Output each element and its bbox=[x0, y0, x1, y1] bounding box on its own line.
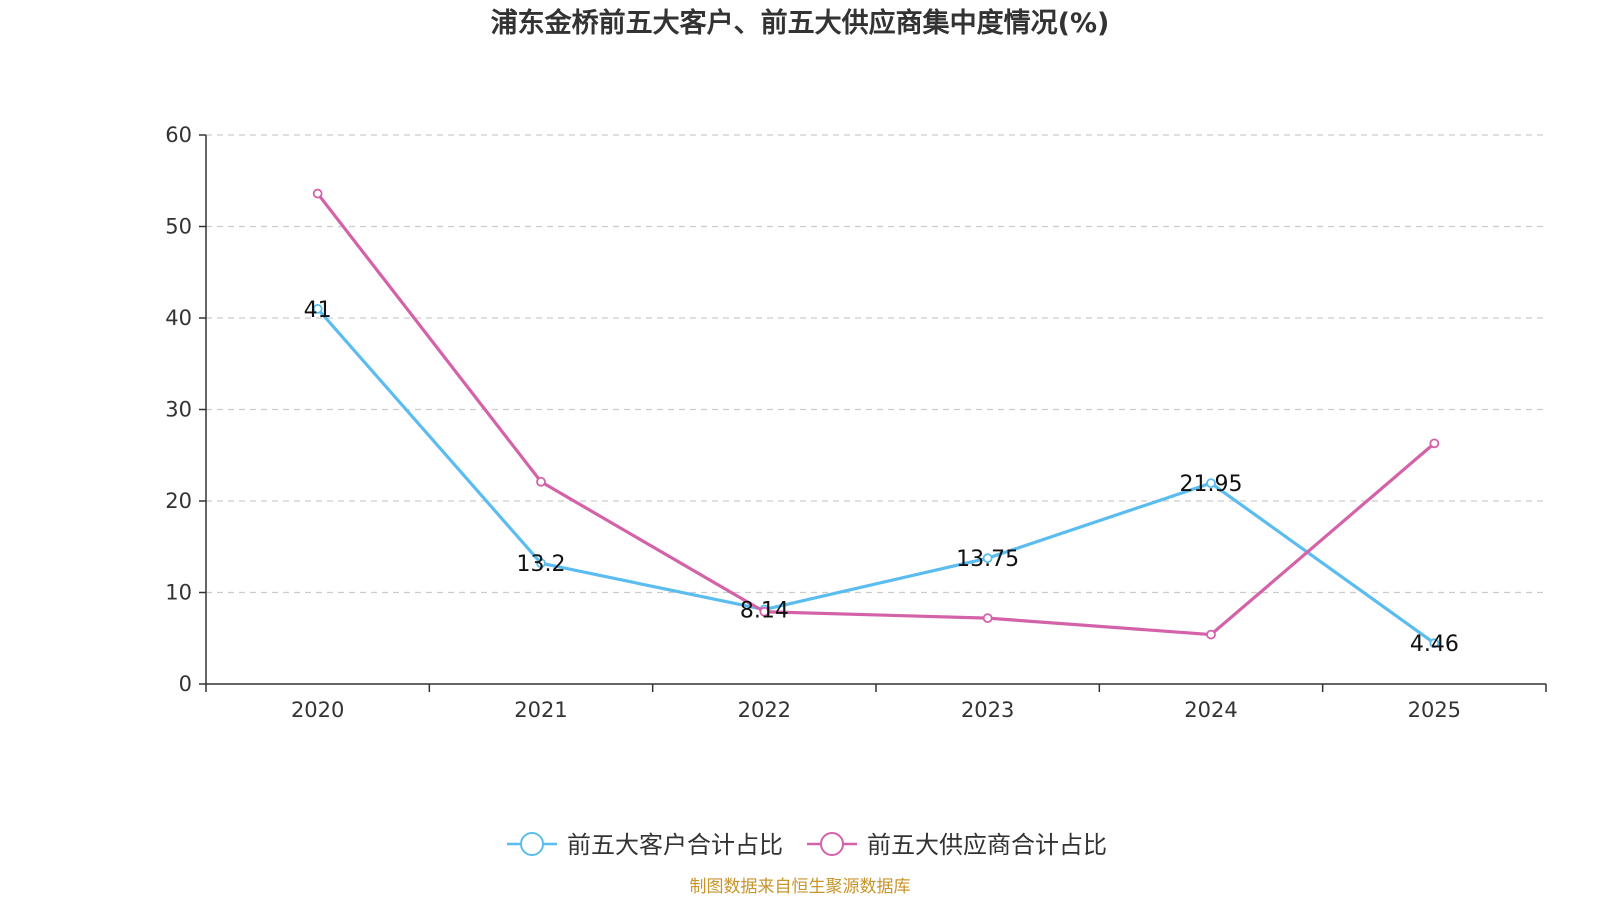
data-point[interactable] bbox=[1206, 478, 1216, 489]
data-point[interactable] bbox=[536, 558, 546, 569]
data-point[interactable] bbox=[982, 553, 993, 564]
data-point[interactable] bbox=[536, 476, 546, 487]
axes: 0 10 20 30 40 50 60 2020 2021 2022 2023 2024 2025 bbox=[165, 123, 1547, 722]
legend-item-2[interactable]: 前五大供应商合计占比 bbox=[807, 831, 1107, 859]
series-line bbox=[316, 307, 1436, 645]
x-tick-label: 2020 bbox=[291, 698, 344, 722]
y-tick-label: 50 bbox=[165, 215, 192, 239]
data-point[interactable] bbox=[1429, 438, 1440, 449]
data-labels: 41 13.2 8.14 13.75 21.95 4.46 bbox=[304, 298, 1459, 657]
y-tick-label: 0 bbox=[179, 672, 192, 696]
data-label: 13.75 bbox=[956, 547, 1019, 572]
data-point[interactable] bbox=[1206, 629, 1216, 640]
x-tick-label: 2022 bbox=[738, 698, 791, 722]
data-point[interactable] bbox=[982, 613, 993, 624]
grid-lines bbox=[206, 134, 1546, 594]
y-tick-label: 10 bbox=[165, 581, 192, 605]
legend[interactable]: 前五大客户合计占比 前五大供应商合计占比 bbox=[507, 831, 1107, 859]
y-tick-label: 20 bbox=[165, 489, 192, 513]
data-point[interactable] bbox=[312, 303, 323, 314]
x-tick-label: 2023 bbox=[961, 698, 1014, 722]
y-tick-label: 40 bbox=[165, 306, 192, 330]
legend-marker bbox=[820, 832, 844, 856]
series-layer bbox=[312, 188, 1440, 649]
y-tick-label: 30 bbox=[165, 398, 192, 422]
data-point[interactable] bbox=[312, 188, 323, 199]
series-line bbox=[316, 192, 1436, 637]
data-label: 13.2 bbox=[517, 552, 566, 577]
x-tick-label: 2025 bbox=[1408, 698, 1461, 722]
legend-label: 前五大客户合计占比 bbox=[567, 831, 783, 859]
data-label: 21.95 bbox=[1180, 472, 1243, 497]
legend-item-1[interactable]: 前五大客户合计占比 bbox=[507, 831, 783, 859]
x-tick-label: 2024 bbox=[1184, 698, 1237, 722]
data-point[interactable] bbox=[1429, 638, 1440, 649]
series-2 bbox=[312, 188, 1440, 640]
data-label: 8.14 bbox=[740, 599, 789, 624]
legend-label: 前五大供应商合计占比 bbox=[867, 831, 1107, 859]
chart-title: 浦东金桥前五大客户、前五大供应商集中度情况(%) bbox=[491, 7, 1110, 39]
y-tick-label: 60 bbox=[165, 123, 192, 147]
data-label: 41 bbox=[304, 298, 332, 323]
data-point[interactable] bbox=[759, 606, 770, 617]
source-note: 制图数据来自恒生聚源数据库 bbox=[690, 877, 911, 897]
data-label: 4.46 bbox=[1410, 632, 1459, 657]
x-tick-label: 2021 bbox=[514, 698, 567, 722]
legend-marker bbox=[520, 832, 544, 856]
series-1 bbox=[312, 303, 1440, 649]
